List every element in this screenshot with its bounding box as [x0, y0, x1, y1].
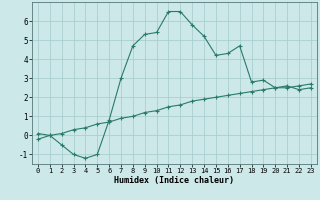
X-axis label: Humidex (Indice chaleur): Humidex (Indice chaleur) [115, 176, 234, 185]
